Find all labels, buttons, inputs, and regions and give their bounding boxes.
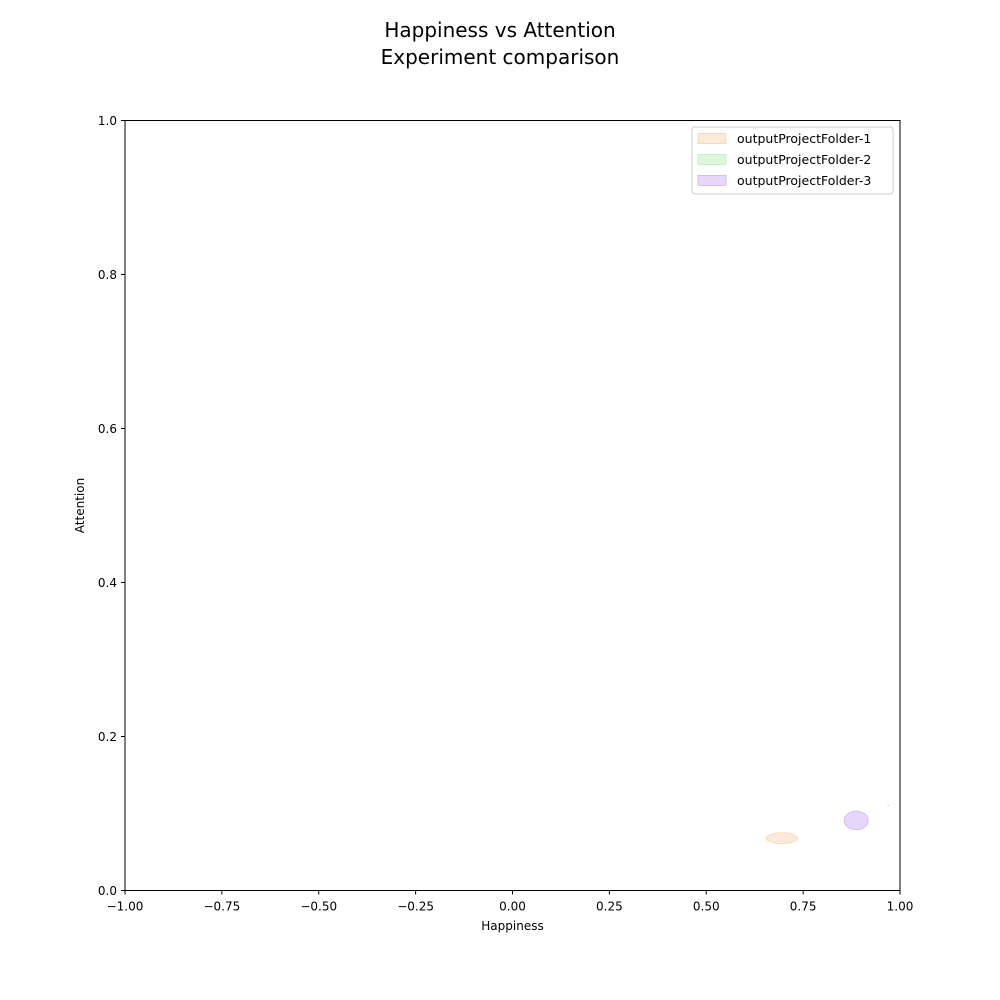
plot-frame [124, 120, 901, 891]
legend-swatch-1 [697, 133, 727, 144]
chart-title: Happiness vs Attention [384, 18, 615, 42]
x-tick-label: −0.75 [203, 900, 240, 914]
x-axis: −1.00 −0.75 −0.50 −0.25 0.00 0.25 0.50 0.75 1.00 [107, 890, 914, 914]
legend: outputProjectFolder-1 outputProjectFolder… [691, 126, 894, 195]
x-tick-label: 0.00 [499, 900, 526, 914]
y-tick-label: 0.4 [98, 576, 117, 590]
x-tick-label: 0.75 [790, 900, 817, 914]
y-tick-label: 1.0 [98, 114, 117, 128]
legend-swatch-3 [697, 175, 727, 186]
series-1-ellipse-1 [765, 832, 798, 845]
y-axis: 0.0 0.2 0.4 0.6 0.8 1.0 [98, 114, 125, 898]
x-axis-label: Happiness [481, 919, 543, 933]
y-tick-label: 0.0 [98, 884, 117, 898]
extra-mark-1 [887, 804, 890, 807]
legend-swatch-2 [697, 154, 727, 165]
x-tick-label: −0.50 [300, 900, 337, 914]
x-tick-label: −0.25 [397, 900, 434, 914]
y-axis-label: Attention [73, 478, 87, 533]
x-tick-label: −1.00 [107, 900, 144, 914]
series-3-ellipse-1 [843, 810, 869, 831]
legend-label-1: outputProjectFolder-1 [737, 131, 871, 146]
x-tick-label: 1.00 [887, 900, 914, 914]
plot-marks [765, 804, 890, 845]
y-tick-label: 0.2 [98, 730, 117, 744]
x-tick-label: 0.50 [693, 900, 720, 914]
legend-label-3: outputProjectFolder-3 [737, 173, 871, 188]
legend-box [691, 126, 894, 195]
y-tick-label: 0.8 [98, 268, 117, 282]
x-tick-label: 0.25 [596, 900, 623, 914]
legend-label-2: outputProjectFolder-2 [737, 152, 871, 167]
chart-subtitle: Experiment comparison [381, 45, 620, 69]
y-tick-label: 0.6 [98, 422, 117, 436]
